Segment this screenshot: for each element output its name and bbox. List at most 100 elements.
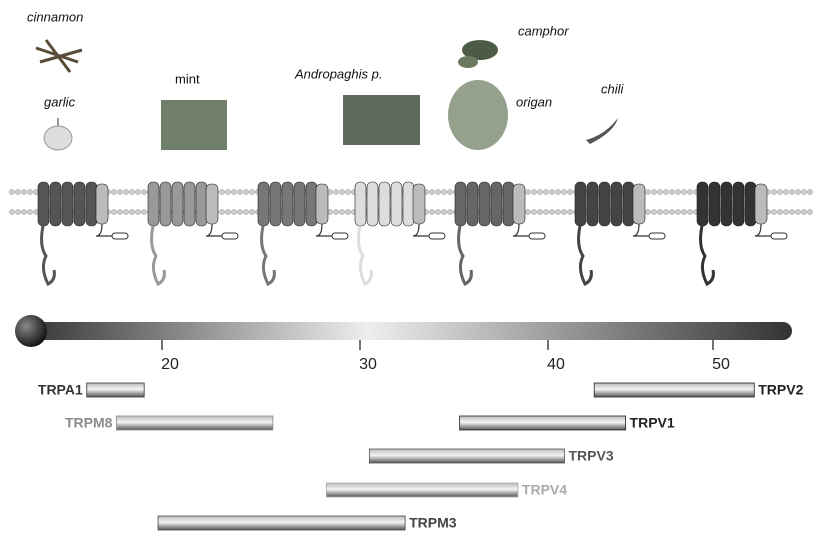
domain <box>528 232 546 240</box>
terminus <box>40 225 56 287</box>
lipid-head <box>237 209 243 215</box>
lipid-head <box>135 209 141 215</box>
lipid-head <box>681 189 687 195</box>
plant-label: origan <box>516 94 552 109</box>
tick-label: 40 <box>547 356 565 373</box>
lipid-head <box>15 209 21 215</box>
tick-label: 30 <box>359 356 377 373</box>
lipid-head <box>333 209 339 215</box>
terminus <box>95 223 116 237</box>
helix <box>73 181 86 227</box>
range-bar <box>459 415 626 431</box>
lipid-head <box>225 209 231 215</box>
tick-label: 20 <box>161 356 179 373</box>
helix <box>696 181 709 227</box>
channel-label: TRPV3 <box>569 448 614 464</box>
helix <box>598 181 611 227</box>
lipid-head <box>441 189 447 195</box>
range-bar <box>593 382 755 398</box>
lipid-head <box>435 189 441 195</box>
terminus <box>754 223 775 237</box>
lipid-head <box>663 209 669 215</box>
helix <box>402 181 415 227</box>
helix <box>293 181 306 227</box>
domain <box>111 232 129 240</box>
helix <box>183 181 196 227</box>
lipid-head <box>555 189 561 195</box>
range-bar <box>157 515 406 531</box>
lipid-head <box>675 209 681 215</box>
range-bar <box>368 448 565 464</box>
helix <box>257 181 270 227</box>
lipid-head <box>783 189 789 195</box>
helix <box>85 181 98 227</box>
lipid-head <box>789 209 795 215</box>
helix <box>61 181 74 227</box>
membrane <box>9 181 813 287</box>
lipid-head <box>771 189 777 195</box>
helix <box>744 181 757 227</box>
lipid-head <box>807 209 813 215</box>
channel-label: TRPV2 <box>758 382 803 398</box>
lipid-head <box>795 189 801 195</box>
helix <box>502 181 515 227</box>
lipid-head <box>801 189 807 195</box>
terminus <box>315 223 336 237</box>
lipid-head <box>249 189 255 195</box>
terminus <box>150 225 166 287</box>
lipid-head <box>123 189 129 195</box>
channel-label: TRPA1 <box>38 382 83 398</box>
lipid-head <box>231 209 237 215</box>
lipid-head <box>9 189 15 195</box>
origan-image <box>448 80 508 150</box>
channel-label: TRPM8 <box>65 415 113 431</box>
helix <box>354 181 367 227</box>
lipid-head <box>429 209 435 215</box>
helix <box>454 181 467 227</box>
terminus <box>357 225 373 287</box>
lipid-head <box>225 189 231 195</box>
lipid-head <box>681 209 687 215</box>
plant-label: cinnamon <box>27 9 83 24</box>
lipid-head <box>555 209 561 215</box>
range-bar <box>325 482 519 498</box>
helix <box>586 181 599 227</box>
plant-label: Andropaghis p. <box>294 66 382 81</box>
lipid-head <box>771 209 777 215</box>
terminus <box>260 225 276 287</box>
lipid-head <box>429 189 435 195</box>
lipid-head <box>219 209 225 215</box>
chili-image <box>586 118 618 144</box>
lipid-head <box>549 209 555 215</box>
lipid-head <box>807 189 813 195</box>
lipid-head <box>441 209 447 215</box>
helix <box>205 183 219 225</box>
cinnamon-image <box>35 39 83 73</box>
helix <box>269 181 282 227</box>
lipid-head <box>111 209 117 215</box>
helix <box>490 181 503 227</box>
lipid-head <box>129 189 135 195</box>
andropaghis-image <box>343 95 420 145</box>
helix <box>466 181 479 227</box>
lipid-head <box>651 189 657 195</box>
lipid-head <box>435 209 441 215</box>
lipid-head <box>21 209 27 215</box>
helix <box>159 181 172 227</box>
terminus <box>205 223 226 237</box>
terminus <box>457 225 473 287</box>
lipid-head <box>543 209 549 215</box>
domain <box>221 232 239 240</box>
lipid-head <box>561 189 567 195</box>
lipid-head <box>129 209 135 215</box>
plant-label: camphor <box>518 23 569 38</box>
lipid-head <box>117 209 123 215</box>
lipid-head <box>141 189 147 195</box>
lipid-head <box>657 209 663 215</box>
lipid-head <box>777 209 783 215</box>
lipid-head <box>663 189 669 195</box>
tick-label: 50 <box>712 356 730 373</box>
plant-label: mint <box>175 71 200 86</box>
lipid-head <box>243 189 249 195</box>
